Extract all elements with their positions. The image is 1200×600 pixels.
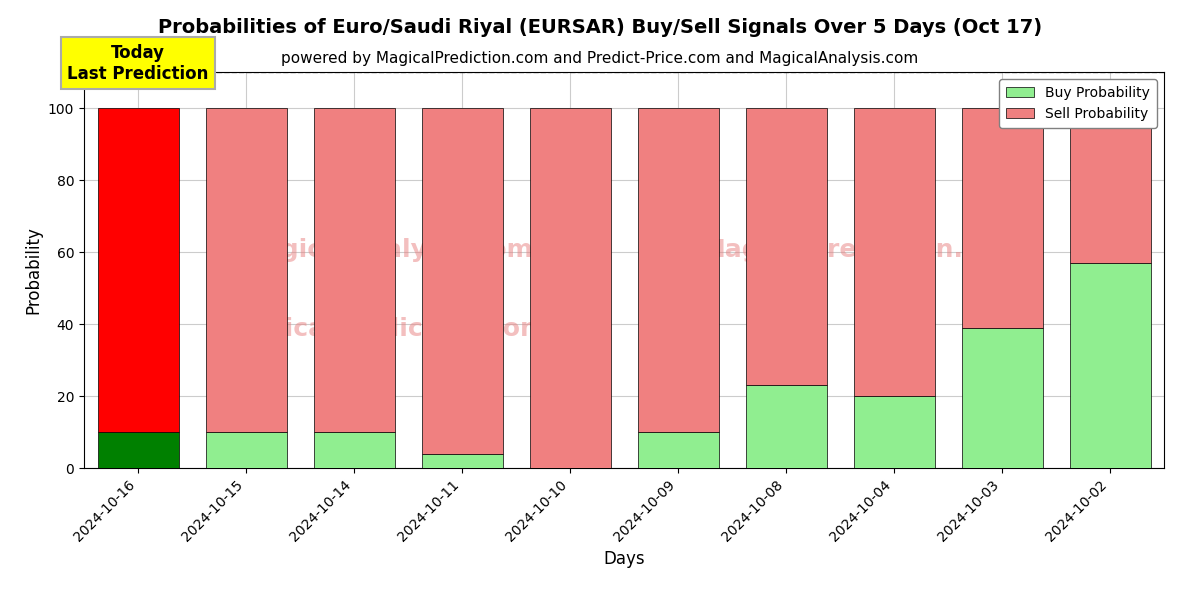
Text: powered by MagicalPrediction.com and Predict-Price.com and MagicalAnalysis.com: powered by MagicalPrediction.com and Pre… bbox=[281, 51, 919, 66]
Bar bbox=[961, 108, 1043, 328]
Text: Probabilities of Euro/Saudi Riyal (EURSAR) Buy/Sell Signals Over 5 Days (Oct 17): Probabilities of Euro/Saudi Riyal (EURSA… bbox=[158, 18, 1042, 37]
Bar bbox=[313, 108, 395, 432]
Bar bbox=[205, 432, 287, 468]
Text: MagicalPrediction.com: MagicalPrediction.com bbox=[701, 238, 1022, 262]
Text: MagicalPrediction.com: MagicalPrediction.com bbox=[226, 317, 547, 341]
Text: MagicalAnalysis.com: MagicalAnalysis.com bbox=[240, 238, 533, 262]
Legend: Buy Probability, Sell Probability: Buy Probability, Sell Probability bbox=[1000, 79, 1157, 128]
Bar bbox=[421, 108, 503, 454]
Bar bbox=[529, 108, 611, 468]
Bar bbox=[853, 396, 935, 468]
Bar bbox=[421, 454, 503, 468]
Bar bbox=[1069, 108, 1151, 263]
Bar bbox=[313, 432, 395, 468]
Bar bbox=[97, 108, 179, 432]
Text: Today
Last Prediction: Today Last Prediction bbox=[67, 44, 209, 83]
Bar bbox=[205, 108, 287, 432]
Bar bbox=[853, 108, 935, 396]
Bar bbox=[745, 108, 827, 385]
Bar bbox=[961, 328, 1043, 468]
Bar bbox=[97, 432, 179, 468]
Bar bbox=[745, 385, 827, 468]
Y-axis label: Probability: Probability bbox=[24, 226, 42, 314]
Bar bbox=[1069, 263, 1151, 468]
X-axis label: Days: Days bbox=[604, 550, 644, 568]
Bar bbox=[637, 432, 719, 468]
Bar bbox=[637, 108, 719, 432]
